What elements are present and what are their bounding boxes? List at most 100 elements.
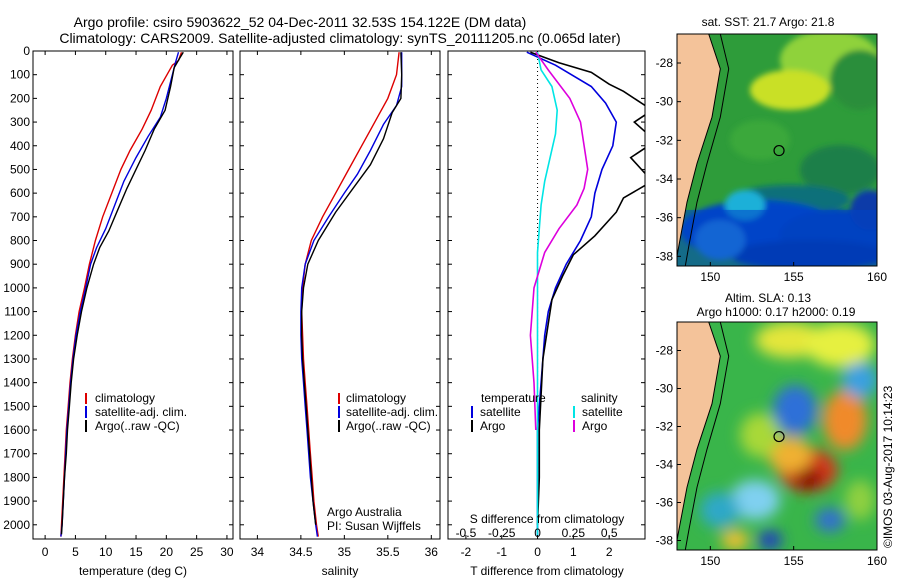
y-tick-label: 1800 xyxy=(3,470,30,484)
sla-blob xyxy=(815,508,845,532)
x-tick-label: 155 xyxy=(784,554,804,568)
imos-stamp: ©IMOS 03-Aug-2017 10:14:23 xyxy=(881,385,895,548)
x-tick-label: 35 xyxy=(338,545,352,559)
y-tick-label: -34 xyxy=(656,172,674,186)
panel-frame xyxy=(447,50,646,540)
y-tick-label: 800 xyxy=(10,234,30,248)
sla-blob xyxy=(773,385,817,435)
legend-salinity-header: salinity xyxy=(581,391,618,405)
map-frame xyxy=(676,321,878,551)
salinity-legend: climatology satellite-adj. clim. Argo(..… xyxy=(338,391,438,433)
sla-blob xyxy=(845,480,875,520)
x-tick-label: 35.5 xyxy=(376,545,400,559)
sla-blob xyxy=(823,390,867,450)
sst-blob xyxy=(830,50,877,110)
legend-sat-label: satellite-adj. clim. xyxy=(95,405,187,419)
sla-blob xyxy=(768,437,812,473)
y-tick-label: 1000 xyxy=(3,281,30,295)
sla-blob xyxy=(758,530,782,550)
legend-t-argo-label: Argo xyxy=(480,419,506,433)
x-tick-label: 30 xyxy=(220,545,234,559)
x-tick-label: 34 xyxy=(251,545,265,559)
x-tick-label: 20 xyxy=(160,545,174,559)
series-line-S-Argo xyxy=(529,51,589,431)
legend-clim-label: climatology xyxy=(346,391,406,405)
isobath-line xyxy=(684,34,730,266)
x-tick-label: -2 xyxy=(461,545,472,559)
sla-map-subtitle: Argo h1000: 0.17 h2000: 0.19 xyxy=(697,305,856,319)
y-tick-label: 200 xyxy=(10,91,30,105)
y-tick-label: 1300 xyxy=(3,352,30,366)
x-tick-label: 36 xyxy=(425,545,439,559)
y-tick-label: -32 xyxy=(656,133,674,147)
y-tick-label: 900 xyxy=(10,257,30,271)
x-tick-label-top: 0.25 xyxy=(562,526,586,540)
series-line-satellite xyxy=(300,52,403,537)
series-line-S-satellite xyxy=(536,52,559,537)
attribution-line2: PI: Susan Wijffels xyxy=(327,519,421,533)
legend-clim-label: climatology xyxy=(95,391,155,405)
y-tick-label: 1200 xyxy=(3,328,30,342)
sst-map-title: sat. SST: 21.7 Argo: 21.8 xyxy=(702,15,835,29)
sla-blob xyxy=(794,466,822,490)
series-group xyxy=(300,52,403,537)
y-tick-label: 2000 xyxy=(3,518,30,532)
legend-s-argo-label: Argo xyxy=(582,419,608,433)
sla-blob xyxy=(842,362,877,398)
y-tick-label: -36 xyxy=(656,211,674,225)
difference-legend: temperature satellite Argo salinity sate… xyxy=(471,391,623,433)
y-tick-label: 0 xyxy=(23,44,30,58)
legend-s-sat-label: satellite xyxy=(582,405,623,419)
y-tick-label: -38 xyxy=(656,534,674,548)
land-mass xyxy=(677,322,721,550)
x-tick-label: 0 xyxy=(534,545,541,559)
y-tick-label: 1700 xyxy=(3,447,30,461)
panel-frame xyxy=(239,50,441,540)
sla-field xyxy=(700,322,877,550)
legend-sat-label: satellite-adj. clim. xyxy=(346,405,438,419)
isobath-line xyxy=(684,322,730,550)
y-tick-label: 700 xyxy=(10,210,30,224)
sla-blob xyxy=(721,530,749,550)
attribution-line1: Argo Australia xyxy=(327,505,402,519)
y-tick-label: 1100 xyxy=(4,305,30,319)
x-tick-label: -1 xyxy=(496,545,507,559)
temperature-legend: climatology satellite-adj. clim. Argo(..… xyxy=(85,391,187,433)
y-tick-label: -30 xyxy=(656,382,674,396)
y-tick-label: 600 xyxy=(10,186,30,200)
x-tick-label: 160 xyxy=(867,554,887,568)
x-tick-label: 150 xyxy=(700,270,720,284)
y-tick-label: -38 xyxy=(656,249,674,263)
sla-blob xyxy=(740,413,780,457)
legend-temperature-header: temperature xyxy=(481,391,546,405)
x-tick-label-top: 0.5 xyxy=(601,526,618,540)
y-tick-label: 500 xyxy=(10,162,30,176)
sst-map: 150 155 160 -28 -30 -32 -34 -36 -38 xyxy=(656,33,887,284)
map-frame xyxy=(676,33,878,267)
y-tick-label: 1900 xyxy=(3,494,30,508)
x-tick-label-top: 0 xyxy=(534,526,541,540)
plot-area xyxy=(33,51,233,539)
legend-argo-label: Argo(..raw -QC) xyxy=(346,419,431,433)
y-tick-label: 1500 xyxy=(3,399,30,413)
sst-blob xyxy=(750,70,830,110)
sst-cold-band xyxy=(677,209,877,266)
sst-blob xyxy=(800,145,877,195)
sla-blob xyxy=(730,480,780,520)
series-group xyxy=(60,51,184,537)
salinity-panel: 34 34.5 35 35.5 36 xyxy=(239,50,441,559)
y-tick-label: -36 xyxy=(656,496,674,510)
series-line-T-satellite xyxy=(526,51,618,537)
difference-panel: -2 -1 0 1 2 -0.5 -0.25 0 0.25 0.5 xyxy=(447,50,646,559)
x-tick-label: 25 xyxy=(190,545,204,559)
y-tick-label: -32 xyxy=(656,420,674,434)
x-tick-label: 1 xyxy=(570,545,577,559)
x-tick-label-top: -0.5 xyxy=(456,526,477,540)
y-tick-label: 300 xyxy=(10,115,30,129)
sla-blob xyxy=(805,323,875,367)
x-tick-label: 0 xyxy=(42,545,49,559)
sla-map-title: Altim. SLA: 0.13 xyxy=(725,291,811,305)
legend-t-sat-label: satellite xyxy=(480,405,521,419)
y-tick-label: -34 xyxy=(656,458,674,472)
figure-title-line1: Argo profile: csiro 5903622_52 04-Dec-20… xyxy=(74,14,527,30)
